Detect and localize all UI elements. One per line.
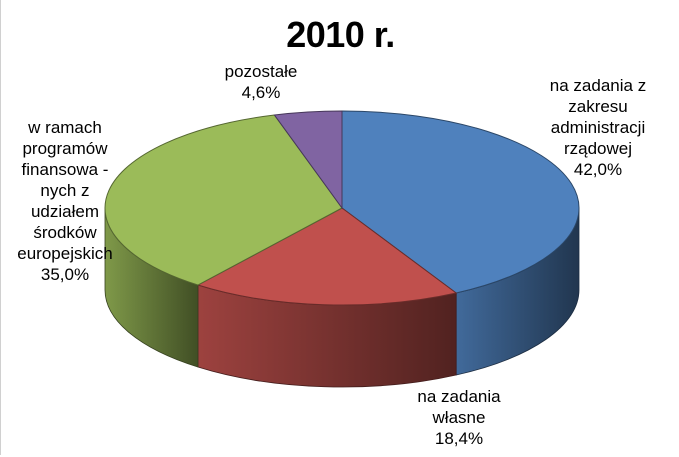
slice-label-line: środków: [33, 223, 97, 242]
slice-label-line: zakresu: [568, 97, 628, 116]
slice-label-line: udziałem: [30, 202, 100, 221]
slice-label-line: programów: [22, 139, 108, 158]
pie-slice-2: [104, 114, 343, 286]
slice-label-line: nych z: [40, 181, 90, 200]
pie-slice-0: [341, 110, 580, 294]
slice-label-line: na zadania z: [549, 76, 647, 95]
slice-value-label: 35,0%: [40, 265, 90, 284]
pie-slice-1: [196, 207, 458, 306]
slice-label-programy: w ramach programów finansowa - nych z ud…: [1, 117, 129, 285]
slice-value-label: 4,6%: [241, 83, 281, 102]
slice-value-label: 42,0%: [573, 160, 623, 179]
slice-label-wlasne: na zadania własne 18,4%: [394, 386, 524, 449]
slice-label-line: administracji: [550, 118, 646, 137]
slice-label-line: pozostałe: [224, 62, 298, 81]
slice-label-administracja: na zadania z zakresu administracji rządo…: [523, 75, 673, 180]
pie-slice-3: [273, 110, 343, 210]
slice-label-line: finansowa -: [21, 160, 109, 179]
slice-label-line: rządowej: [563, 139, 633, 158]
chart-title: 2010 r.: [286, 14, 395, 55]
slice-label-line: własne: [432, 408, 486, 427]
slice-label-pozostale: pozostałe 4,6%: [201, 61, 321, 103]
slice-label-line: na zadania: [417, 387, 501, 406]
slice-value-label: 18,4%: [434, 429, 484, 448]
slice-label-line: europejskich: [17, 244, 113, 263]
slice-label-line: w ramach: [28, 118, 102, 137]
